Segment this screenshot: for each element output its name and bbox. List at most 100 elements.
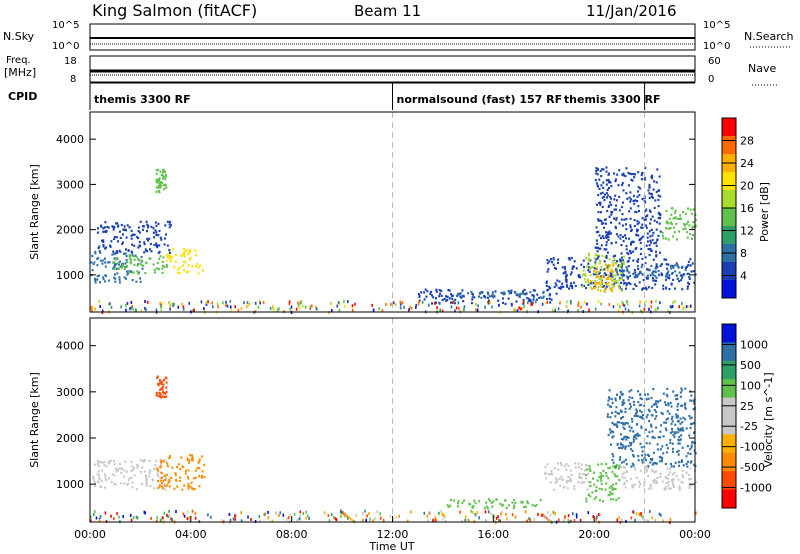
range-gate-cell	[689, 417, 692, 420]
range-gate-cell	[286, 517, 288, 521]
range-gate-cell	[656, 401, 659, 404]
range-gate-cell	[133, 263, 136, 266]
range-gate-cell	[680, 429, 683, 432]
range-gate-cell	[636, 228, 638, 231]
range-gate-cell	[690, 444, 693, 447]
range-gate-cell	[183, 260, 185, 263]
range-gate-cell	[97, 247, 100, 250]
range-gate-cell	[587, 262, 590, 265]
range-gate-cell	[541, 302, 544, 306]
range-gate-cell	[125, 308, 127, 312]
range-gate-cell	[519, 292, 522, 295]
range-gate-cell	[652, 273, 655, 276]
range-gate-cell	[531, 301, 534, 304]
range-gate-cell	[585, 500, 588, 503]
range-gate-cell	[638, 404, 641, 407]
range-gate-cell	[163, 395, 166, 399]
range-gate-cell	[144, 300, 146, 303]
range-gate-cell	[618, 266, 621, 269]
range-gate-cell	[174, 472, 177, 475]
range-gate-cell	[463, 308, 465, 312]
range-gate-cell	[561, 266, 564, 269]
range-gate-cell	[183, 484, 186, 487]
range-gate-cell	[635, 408, 638, 411]
range-gate-cell	[597, 219, 600, 222]
range-gate-cell	[682, 464, 685, 467]
range-gate-cell	[667, 473, 670, 477]
range-gate-cell	[596, 203, 598, 206]
range-gate-cell	[229, 305, 232, 309]
colorbar-tick-label: 12	[740, 225, 754, 238]
range-gate-cell	[269, 307, 272, 310]
range-gate-cell	[635, 512, 638, 516]
range-gate-cell	[688, 277, 691, 280]
range-gate-cell	[610, 498, 612, 501]
range-gate-cell	[595, 270, 598, 273]
range-gate-cell	[657, 448, 660, 451]
range-gate-cell	[613, 280, 616, 283]
range-gate-cell	[613, 217, 616, 220]
range-gate-cell	[583, 284, 585, 288]
range-gate-cell	[493, 514, 495, 518]
range-gate-cell	[656, 443, 659, 446]
range-gate-cell	[598, 277, 601, 280]
range-gate-cell	[614, 225, 617, 228]
range-gate-cell	[156, 168, 159, 171]
range-gate-cell	[629, 217, 632, 220]
range-gate-cell	[259, 301, 261, 305]
range-gate-cell	[621, 173, 624, 176]
range-gate-cell	[201, 474, 203, 478]
range-gate-cell	[611, 492, 614, 495]
range-gate-cell	[189, 485, 192, 488]
range-gate-cell	[611, 436, 614, 439]
range-gate-cell	[501, 510, 503, 514]
range-gate-cell	[675, 222, 678, 225]
range-gate-cell	[578, 476, 581, 479]
range-gate-cell	[290, 305, 293, 309]
range-gate-cell	[545, 477, 548, 480]
range-gate-cell	[628, 396, 631, 399]
range-gate-cell	[100, 224, 103, 227]
range-gate-cell	[589, 481, 592, 484]
range-gate-cell	[665, 451, 668, 454]
range-gate-cell	[579, 276, 582, 279]
range-gate-cell	[589, 259, 592, 262]
range-gate-cell	[657, 234, 660, 237]
range-gate-cell	[153, 487, 156, 490]
range-gate-cell	[693, 281, 696, 284]
range-gate-cell	[615, 204, 617, 207]
range-gate-cell	[267, 510, 269, 514]
range-gate-cell	[115, 258, 118, 261]
range-gate-cell	[662, 237, 665, 240]
range-gate-cell	[495, 516, 498, 520]
range-gate-cell	[631, 240, 634, 243]
range-gate-cell	[174, 474, 177, 477]
range-gate-cell	[570, 271, 573, 274]
range-gate-cell	[689, 399, 692, 402]
range-gate-cell	[110, 240, 113, 243]
range-gate-cell	[635, 233, 638, 236]
range-gate-cell	[615, 267, 617, 271]
range-gate-cell	[547, 473, 550, 476]
range-gate-cell	[605, 179, 608, 182]
range-gate-cell	[677, 431, 680, 434]
range-gate-cell	[601, 275, 604, 278]
range-gate-cell	[159, 477, 162, 480]
range-gate-cell	[159, 186, 162, 189]
range-gate-cell	[166, 253, 169, 257]
range-gate-cell	[676, 277, 679, 280]
range-gate-cell	[615, 269, 618, 272]
range-gate-cell	[595, 239, 598, 242]
range-gate-cell	[102, 240, 105, 243]
range-gate-cell	[608, 215, 611, 218]
range-gate-cell	[570, 256, 573, 260]
range-gate-cell	[613, 208, 616, 211]
range-gate-cell	[104, 265, 107, 268]
range-gate-cell	[659, 214, 662, 217]
range-gate-cell	[502, 293, 505, 296]
range-gate-cell	[168, 226, 171, 229]
range-gate-cell	[545, 280, 548, 283]
range-gate-cell	[548, 293, 551, 296]
range-gate-cell	[427, 303, 430, 307]
range-gate-cell	[559, 461, 562, 464]
